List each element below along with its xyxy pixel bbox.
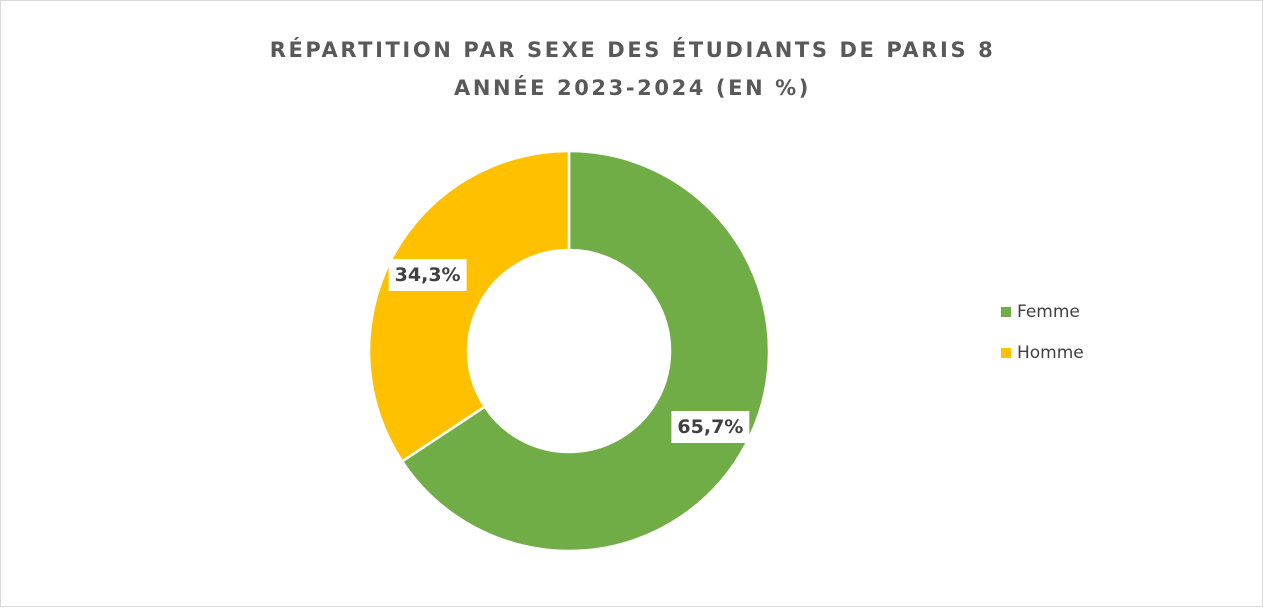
data-label-femme: 65,7% [671, 410, 750, 443]
chart-title-line-2: ANNÉE 2023-2024 (EN %) [454, 76, 811, 100]
donut-slice-homme [367, 149, 571, 464]
legend-label-homme: Homme [1017, 343, 1084, 363]
donut-slices [367, 149, 771, 553]
chart-title-line-1: RÉPARTITION PAR SEXE DES ÉTUDIANTS DE PA… [269, 38, 996, 62]
data-label-homme: 34,3% [388, 259, 467, 292]
donut-data-labels: 65,7% 34,3% [388, 259, 750, 443]
data-label-text-femme: 65,7% [677, 416, 743, 438]
chart-legend: Femme Homme [1001, 302, 1084, 363]
legend-swatch-femme [1001, 307, 1011, 317]
donut-slice-femme [400, 149, 771, 553]
legend-label-femme: Femme [1017, 302, 1080, 322]
data-label-background [388, 259, 467, 292]
legend-swatch-homme [1001, 348, 1011, 358]
data-label-text-homme: 34,3% [395, 264, 461, 286]
data-label-background [671, 410, 750, 443]
